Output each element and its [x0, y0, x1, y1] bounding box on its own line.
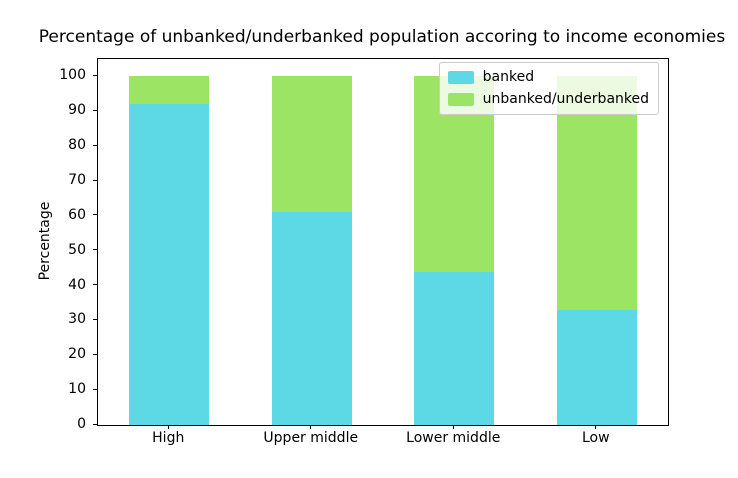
x-tick-label: High — [152, 430, 185, 446]
y-tick-label: 70 — [68, 172, 86, 188]
legend-swatch — [447, 93, 474, 106]
x-tick-label: Upper middle — [263, 430, 359, 446]
y-tick-label: 100 — [59, 67, 86, 84]
y-tick-label: 80 — [68, 137, 86, 154]
bar-segment-banked — [414, 271, 495, 425]
bars-layer — [98, 59, 668, 425]
plot-area: banked unbanked/underbanked — [97, 58, 669, 426]
bar-segment-banked — [129, 104, 210, 425]
bar-segment-unbanked-underbanked — [556, 76, 637, 310]
y-tick-mark — [93, 144, 97, 146]
y-tick-label: 20 — [68, 346, 86, 363]
y-tick-mark — [93, 284, 97, 286]
bar-segment-banked — [556, 309, 637, 425]
y-tick-label: 90 — [68, 102, 86, 119]
legend-entry: unbanked/underbanked — [447, 91, 649, 108]
x-tick-mark — [595, 425, 597, 429]
y-tick-mark — [93, 179, 97, 181]
x-tick-label: Low — [581, 430, 610, 446]
bar-segment-unbanked-underbanked — [271, 76, 352, 213]
y-tick-mark — [93, 249, 97, 251]
x-tick-mark — [167, 425, 169, 429]
y-tick-label: 10 — [68, 381, 86, 398]
y-tick-mark — [93, 353, 97, 355]
bar-segment-unbanked-underbanked — [129, 76, 210, 105]
y-tick-label: 0 — [77, 416, 86, 432]
y-tick-label: 40 — [68, 276, 86, 293]
y-tick-mark — [93, 423, 97, 425]
legend-entry: banked — [447, 69, 649, 86]
y-tick-mark — [93, 318, 97, 320]
bar-segment-banked — [271, 212, 352, 425]
chart-title: Percentage of unbanked/underbanked popul… — [38, 27, 726, 47]
legend-entry-label: banked — [482, 69, 535, 85]
y-tick-label: 30 — [68, 311, 86, 328]
legend: banked unbanked/underbanked — [438, 62, 659, 115]
y-tick-mark — [93, 109, 97, 111]
x-tick-label: Lower middle — [406, 430, 501, 446]
y-tick-mark — [93, 388, 97, 390]
legend-entry-label: unbanked/underbanked — [482, 91, 649, 107]
legend-swatch — [447, 71, 474, 84]
y-tick-label: 60 — [68, 206, 86, 223]
y-tick-mark — [93, 214, 97, 216]
y-tick-label: 50 — [68, 241, 86, 258]
y-tick-mark — [93, 74, 97, 76]
x-tick-mark — [310, 425, 312, 429]
x-tick-mark — [452, 425, 454, 429]
